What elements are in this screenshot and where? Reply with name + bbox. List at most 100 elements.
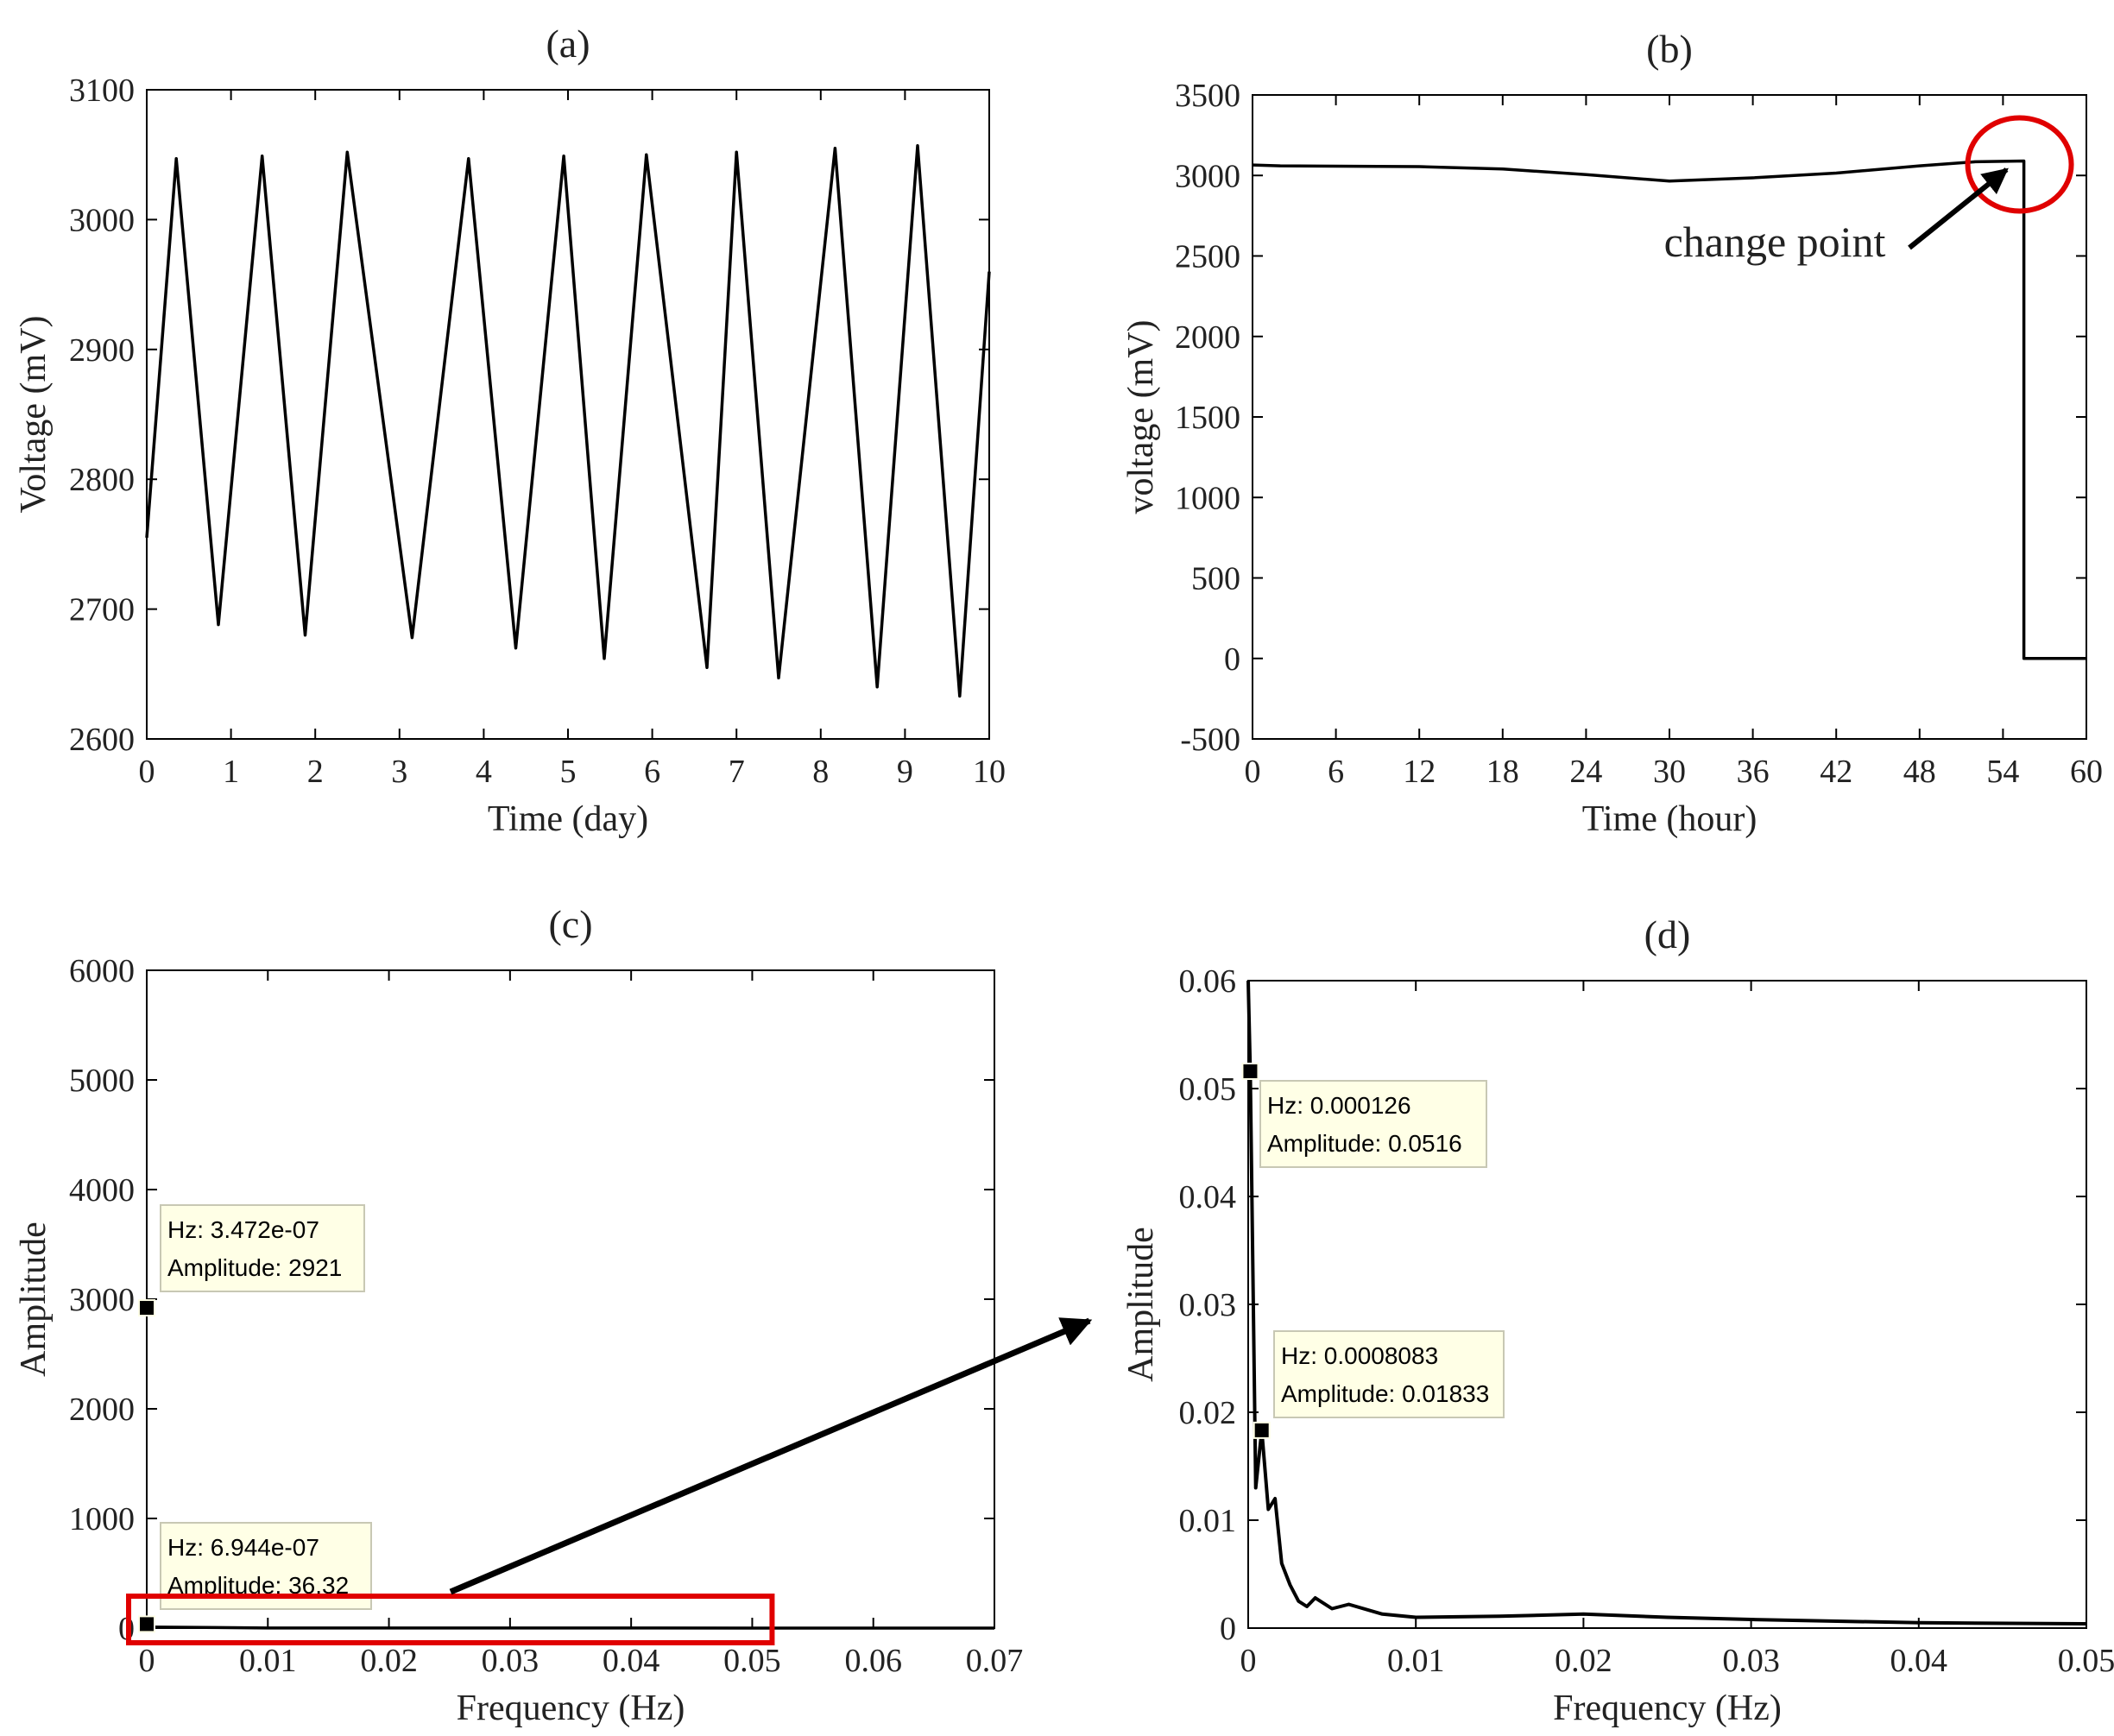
x-axis-label: Time (hour) [1582, 799, 1757, 839]
x-tick-label: 12 [1403, 754, 1436, 790]
y-axis-label: Amplitude [14, 1222, 54, 1377]
x-tick-label: 0 [1245, 754, 1261, 790]
y-tick-label: 0 [1224, 641, 1240, 678]
x-tick-label: 6 [644, 754, 660, 790]
x-tick-label: 60 [2070, 754, 2103, 790]
y-tick-label: 0 [1220, 1611, 1236, 1647]
axes-box [1252, 94, 2087, 740]
datatip-marker [138, 1299, 156, 1317]
y-tick-label: 2500 [1175, 239, 1240, 275]
x-tick-label: 4 [476, 754, 492, 790]
x-tick-label: 0.05 [723, 1643, 781, 1679]
y-tick-label: 0.01 [1179, 1503, 1237, 1539]
x-tick-label: 8 [812, 754, 829, 790]
change-point-arrow [1908, 167, 2009, 250]
y-tick-label: 2900 [69, 332, 135, 369]
x-tick-label: 0.03 [1722, 1643, 1780, 1679]
datatip-hz: Hz: 0.0008083 [1281, 1342, 1438, 1369]
x-tick-label: 0.05 [2058, 1643, 2114, 1679]
x-tick-label: 18 [1486, 754, 1519, 790]
datatip-marker [1241, 1063, 1259, 1080]
x-tick-label: 0.02 [1555, 1643, 1612, 1679]
datatip-box [1259, 1080, 1487, 1168]
datatip: Hz: 0.0008083 Amplitude: 0.01833 [1253, 1330, 1505, 1439]
x-tick-label: 3 [391, 754, 407, 790]
x-tick-label: 0.07 [966, 1643, 1024, 1679]
y-tick-label: 3500 [1175, 78, 1240, 114]
y-tick-label: 0.06 [1179, 963, 1237, 1000]
x-tick-label: 48 [1903, 754, 1936, 790]
axes-box [1247, 980, 2087, 1629]
datatip: Hz: 0.000126 Amplitude: 0.0516 [1241, 1063, 1487, 1168]
x-axis-label: Frequency (Hz) [1553, 1689, 1782, 1728]
x-tick-label: 6 [1328, 754, 1344, 790]
y-tick-label: 0.02 [1179, 1395, 1237, 1431]
y-axis-label: voltage (mV) [1121, 319, 1161, 514]
y-axis-label: Voltage (mV) [14, 315, 54, 513]
x-tick-label: 0.03 [482, 1643, 540, 1679]
datatip-marker [138, 1615, 156, 1633]
y-tick-label: 2000 [1175, 319, 1240, 356]
y-tick-label: 2800 [69, 462, 135, 498]
datatip-box [160, 1204, 365, 1292]
y-tick-label: 0.04 [1179, 1179, 1237, 1215]
x-axis-label: Time (day) [488, 799, 648, 839]
x-tick-label: 10 [973, 754, 1006, 790]
zoom-overlay [126, 1317, 1093, 1645]
x-tick-label: 0.04 [1890, 1643, 1948, 1679]
x-tick-label: 54 [1986, 754, 2019, 790]
y-tick-label: 3100 [69, 73, 135, 109]
panel-title: (b) [1646, 27, 1693, 71]
y-axis-label: Amplitude [1121, 1227, 1161, 1382]
x-tick-label: 42 [1820, 754, 1852, 790]
y-tick-label: 3000 [69, 202, 135, 238]
panel-title: (a) [546, 22, 590, 66]
datatip-hz: Hz: 3.472e-07 [167, 1216, 319, 1243]
x-tick-label: 36 [1737, 754, 1770, 790]
y-tick-label: 3000 [1175, 158, 1240, 194]
panel-d-chart: (d) 0 0.01 0.02 0.03 0.04 0.05 0 0.01 0.02 0.03 0.0… [1121, 912, 2114, 1728]
y-tick-label: 0.05 [1179, 1071, 1237, 1108]
axes-box [146, 89, 990, 740]
panel-title: (d) [1644, 912, 1691, 956]
datatip-amplitude: Amplitude: 2921 [167, 1254, 342, 1281]
panel-c-chart: (c)0 0.01 0.02 0.03 0.04 0.05 0.06 0.0701000200… [14, 902, 1023, 1728]
x-tick-label: 7 [729, 754, 745, 790]
y-tick-label: 2000 [69, 1392, 135, 1428]
datatip-hz: Hz: 0.000126 [1267, 1092, 1411, 1119]
x-tick-label: 0 [139, 754, 155, 790]
y-tick-label: 0.03 [1179, 1287, 1237, 1323]
y-tick-label: 6000 [69, 953, 135, 989]
datatip-box [1273, 1330, 1505, 1418]
x-tick-label: 9 [897, 754, 913, 790]
zoom-region-box [126, 1594, 775, 1645]
y-tick-label: 4000 [69, 1172, 135, 1209]
panel-b-chart: (b)0 6 12 18 24 30 36 42 48 54 60-5000500100015002… [1121, 27, 2103, 839]
series-line-spectrum [1246, 980, 2087, 1626]
x-tick-label: 0.06 [844, 1643, 902, 1679]
x-tick-label: 0.01 [239, 1643, 297, 1679]
y-tick-label: 1000 [1175, 480, 1240, 516]
y-tick-label: 3000 [69, 1282, 135, 1318]
y-tick-label: 5000 [69, 1063, 135, 1099]
datatip-amplitude: Amplitude: 0.0516 [1267, 1130, 1462, 1157]
x-tick-label: 24 [1569, 754, 1602, 790]
datatip-marker [1253, 1421, 1271, 1439]
x-tick-label: 1 [223, 754, 239, 790]
change-point-circle [1965, 115, 2074, 214]
zoom-arrow [449, 1317, 1093, 1595]
y-tick-label: 1000 [69, 1501, 135, 1537]
y-tick-label: 1500 [1175, 400, 1240, 436]
x-tick-label: 2 [307, 754, 324, 790]
datatip-amplitude: Amplitude: 0.01833 [1281, 1380, 1489, 1407]
x-tick-label: 0.01 [1387, 1643, 1445, 1679]
datatip: Hz: 3.472e-07 Amplitude: 2921 [138, 1204, 365, 1317]
datatip-hz: Hz: 6.944e-07 [167, 1534, 319, 1561]
panel-a-chart: (a) 0 1 2 3 4 5 6 7 8 9 10 2600 2700 2800 2900 3000 3100 T… [14, 22, 1006, 839]
x-tick-label: 0.04 [603, 1643, 660, 1679]
x-tick-label: 0.02 [360, 1643, 418, 1679]
x-tick-label: 0 [1240, 1643, 1257, 1679]
y-tick-label: 500 [1191, 561, 1240, 597]
